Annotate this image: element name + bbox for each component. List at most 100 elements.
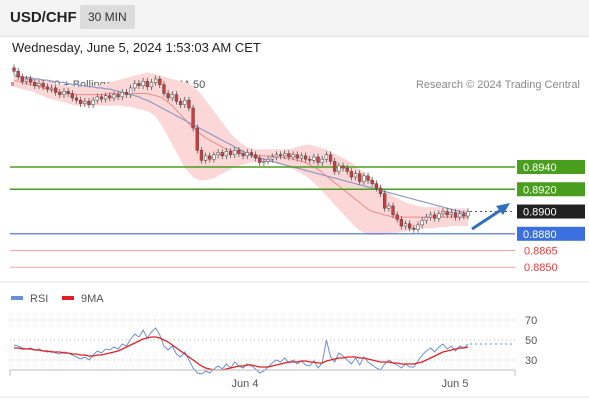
level-label-0.8900: 0.8900 <box>523 207 557 219</box>
candle-body <box>149 82 154 88</box>
candle-body <box>58 92 62 95</box>
candle-body <box>174 94 179 102</box>
candle-body <box>408 223 412 229</box>
candle-body <box>66 91 70 94</box>
candle-body <box>137 83 141 86</box>
timeframe-badge[interactable]: 30 MIN <box>80 5 135 29</box>
candle-body <box>228 151 233 155</box>
candle-body <box>37 83 41 86</box>
candle-body <box>370 180 374 184</box>
candle-body <box>212 154 216 160</box>
ma20-line <box>13 79 468 218</box>
candle-body <box>441 211 445 215</box>
candle-body <box>108 95 112 99</box>
candle-body <box>241 153 245 157</box>
candle-body <box>112 94 116 99</box>
candle-body <box>308 158 312 161</box>
candle-body <box>49 87 54 90</box>
candle-body <box>41 83 45 88</box>
rsi-tick-70: 70 <box>525 315 537 327</box>
chart-header: USD/CHF 30 MIN <box>0 0 589 37</box>
candle-body <box>153 78 158 83</box>
candle-body <box>283 153 287 157</box>
forecast-arrow-shaft <box>471 206 505 231</box>
candle-body <box>120 92 124 98</box>
bollinger-band-area <box>14 72 468 235</box>
candle-body <box>128 87 133 95</box>
level-label-bg-0.8940 <box>517 159 585 174</box>
candle-body <box>162 84 166 94</box>
research-credit: Research © 2024 Trading Central <box>416 79 580 91</box>
candle-body <box>383 193 387 209</box>
rsi-tick-50: 50 <box>525 335 537 347</box>
x-tick-Jun-5: Jun 5 <box>442 378 469 390</box>
candle-body <box>195 127 199 151</box>
ma9-line <box>14 336 469 371</box>
candle-body <box>208 155 212 160</box>
candle-body <box>62 91 66 95</box>
level-label-bg-0.8920 <box>517 182 585 197</box>
candle-body <box>233 150 237 155</box>
forecast-arrow-head <box>496 203 510 215</box>
candle-body <box>133 83 137 89</box>
candle-body <box>395 214 399 220</box>
candle-body <box>433 214 437 219</box>
candle-body <box>312 156 316 161</box>
candle-body <box>145 81 149 88</box>
candle-body <box>349 171 354 178</box>
candle-body <box>420 220 424 226</box>
chart-datetime: Wednesday, June 5, 2024 1:53:03 AM CET <box>12 40 261 55</box>
candle-body <box>74 97 79 101</box>
candle-body <box>29 78 33 83</box>
candle-body <box>320 158 324 163</box>
candle-body <box>337 165 341 172</box>
candle-body <box>16 70 20 78</box>
candle-body <box>87 101 91 105</box>
candle-body <box>266 158 270 162</box>
candle-body <box>466 211 470 217</box>
candle-body <box>295 154 299 159</box>
level-label-0.8940: 0.8940 <box>523 162 557 174</box>
candle-body <box>216 152 220 155</box>
candle-body <box>70 93 74 99</box>
candle-body <box>378 187 383 194</box>
candle-body <box>54 87 58 93</box>
candle-body <box>83 101 87 104</box>
currency-pair-title: USD/CHF <box>10 9 77 26</box>
candle-body <box>424 216 428 221</box>
candle-body <box>99 96 104 100</box>
level-label-0.8880: 0.8880 <box>523 229 557 241</box>
candle-body <box>449 212 453 216</box>
candle-body <box>199 150 204 161</box>
candle-body <box>303 155 308 160</box>
candle-body <box>437 213 441 219</box>
candle-body <box>341 165 345 169</box>
ma9-legend-label: 9MA <box>81 293 104 305</box>
candle-body <box>291 154 295 158</box>
candle-body <box>258 157 262 163</box>
candle-body <box>191 107 195 129</box>
candle-body <box>328 154 333 162</box>
candle-body <box>324 154 329 160</box>
candle-body <box>116 94 120 98</box>
candle-body <box>224 151 229 157</box>
rsi-line <box>13 327 469 375</box>
level-label-0.8920: 0.8920 <box>523 184 557 196</box>
level-label-bg-0.8880 <box>517 226 585 241</box>
candle-body <box>316 156 320 163</box>
candle-body <box>270 156 274 160</box>
candle-body <box>462 213 466 217</box>
candle-body <box>412 227 416 230</box>
candle-body <box>183 99 187 105</box>
candle-body <box>24 78 29 82</box>
x-tick-Jun-4: Jun 4 <box>232 378 259 390</box>
ma50-line <box>13 75 469 215</box>
candle-body <box>428 214 433 218</box>
candle-body <box>124 92 129 95</box>
rsi-legend-swatch <box>11 296 23 300</box>
level-label-0.8865: 0.8865 <box>524 246 558 258</box>
candle-body <box>95 96 99 101</box>
candle-body <box>366 175 370 181</box>
candle-body <box>345 167 349 172</box>
candle-body <box>362 175 366 182</box>
